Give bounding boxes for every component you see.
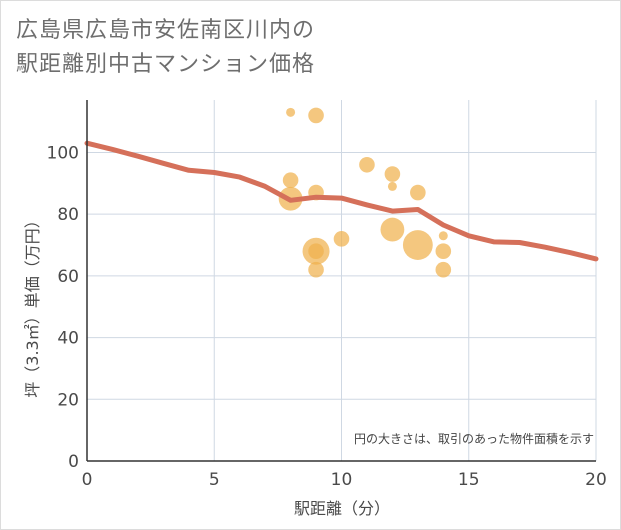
- y-tick-label-100: 100: [47, 143, 79, 163]
- chart-title-line-2: 駅距離別中古マンション価格: [16, 52, 316, 77]
- bubble-point-17: [435, 261, 452, 278]
- bubble-point-2: [282, 172, 299, 189]
- y-axis-label: 坪（3.3㎡）単価（万円）: [23, 212, 42, 397]
- bubble-size-note: 円の大きさは、取引のあった物件面積を示す: [354, 431, 594, 446]
- y-tick-label-40: 40: [57, 329, 79, 349]
- bubble-point-8: [333, 231, 350, 247]
- y-tick-label-20: 20: [57, 390, 79, 410]
- chart-title: 広島県広島市安佐南区川内の 駅距離別中古マンション価格: [16, 14, 315, 82]
- bubble-point-13: [410, 184, 426, 201]
- tick-labels: 0 5 10 15 20 0 20 40 60 80 100: [47, 143, 607, 490]
- x-axis-label: 駅距離（分）: [294, 499, 390, 518]
- trend-line-layer: [84, 140, 599, 262]
- bubble-point-14: [402, 230, 433, 260]
- y-tick-label-60: 60: [57, 267, 79, 287]
- bubble-point-15: [438, 231, 448, 241]
- x-tick-label-15: 15: [458, 470, 480, 490]
- bubble-point-1: [308, 107, 324, 124]
- bubble-point-6: [308, 243, 324, 259]
- axes: [86, 100, 596, 462]
- x-tick-label-20: 20: [585, 470, 607, 490]
- y-tick-label-80: 80: [57, 205, 79, 225]
- bubble-point-9: [359, 157, 375, 173]
- y-tick-label-0: 0: [68, 452, 79, 472]
- x-tick-label-5: 5: [209, 470, 220, 490]
- bubble-point-7: [308, 261, 324, 278]
- x-tick-label-0: 0: [82, 470, 93, 490]
- trend-line: [84, 140, 599, 262]
- bubble-point-10: [384, 166, 401, 182]
- bubble-point-0: [286, 107, 296, 117]
- chart-title-line-1: 広島県広島市安佐南区川内の: [16, 18, 316, 43]
- bubble-point-16: [435, 243, 452, 259]
- grid-lines: [87, 100, 597, 461]
- bubble-point-11: [387, 181, 397, 191]
- x-tick-label-10: 10: [331, 470, 353, 490]
- bubble-point-12: [380, 217, 405, 242]
- bubble-series: [278, 107, 452, 278]
